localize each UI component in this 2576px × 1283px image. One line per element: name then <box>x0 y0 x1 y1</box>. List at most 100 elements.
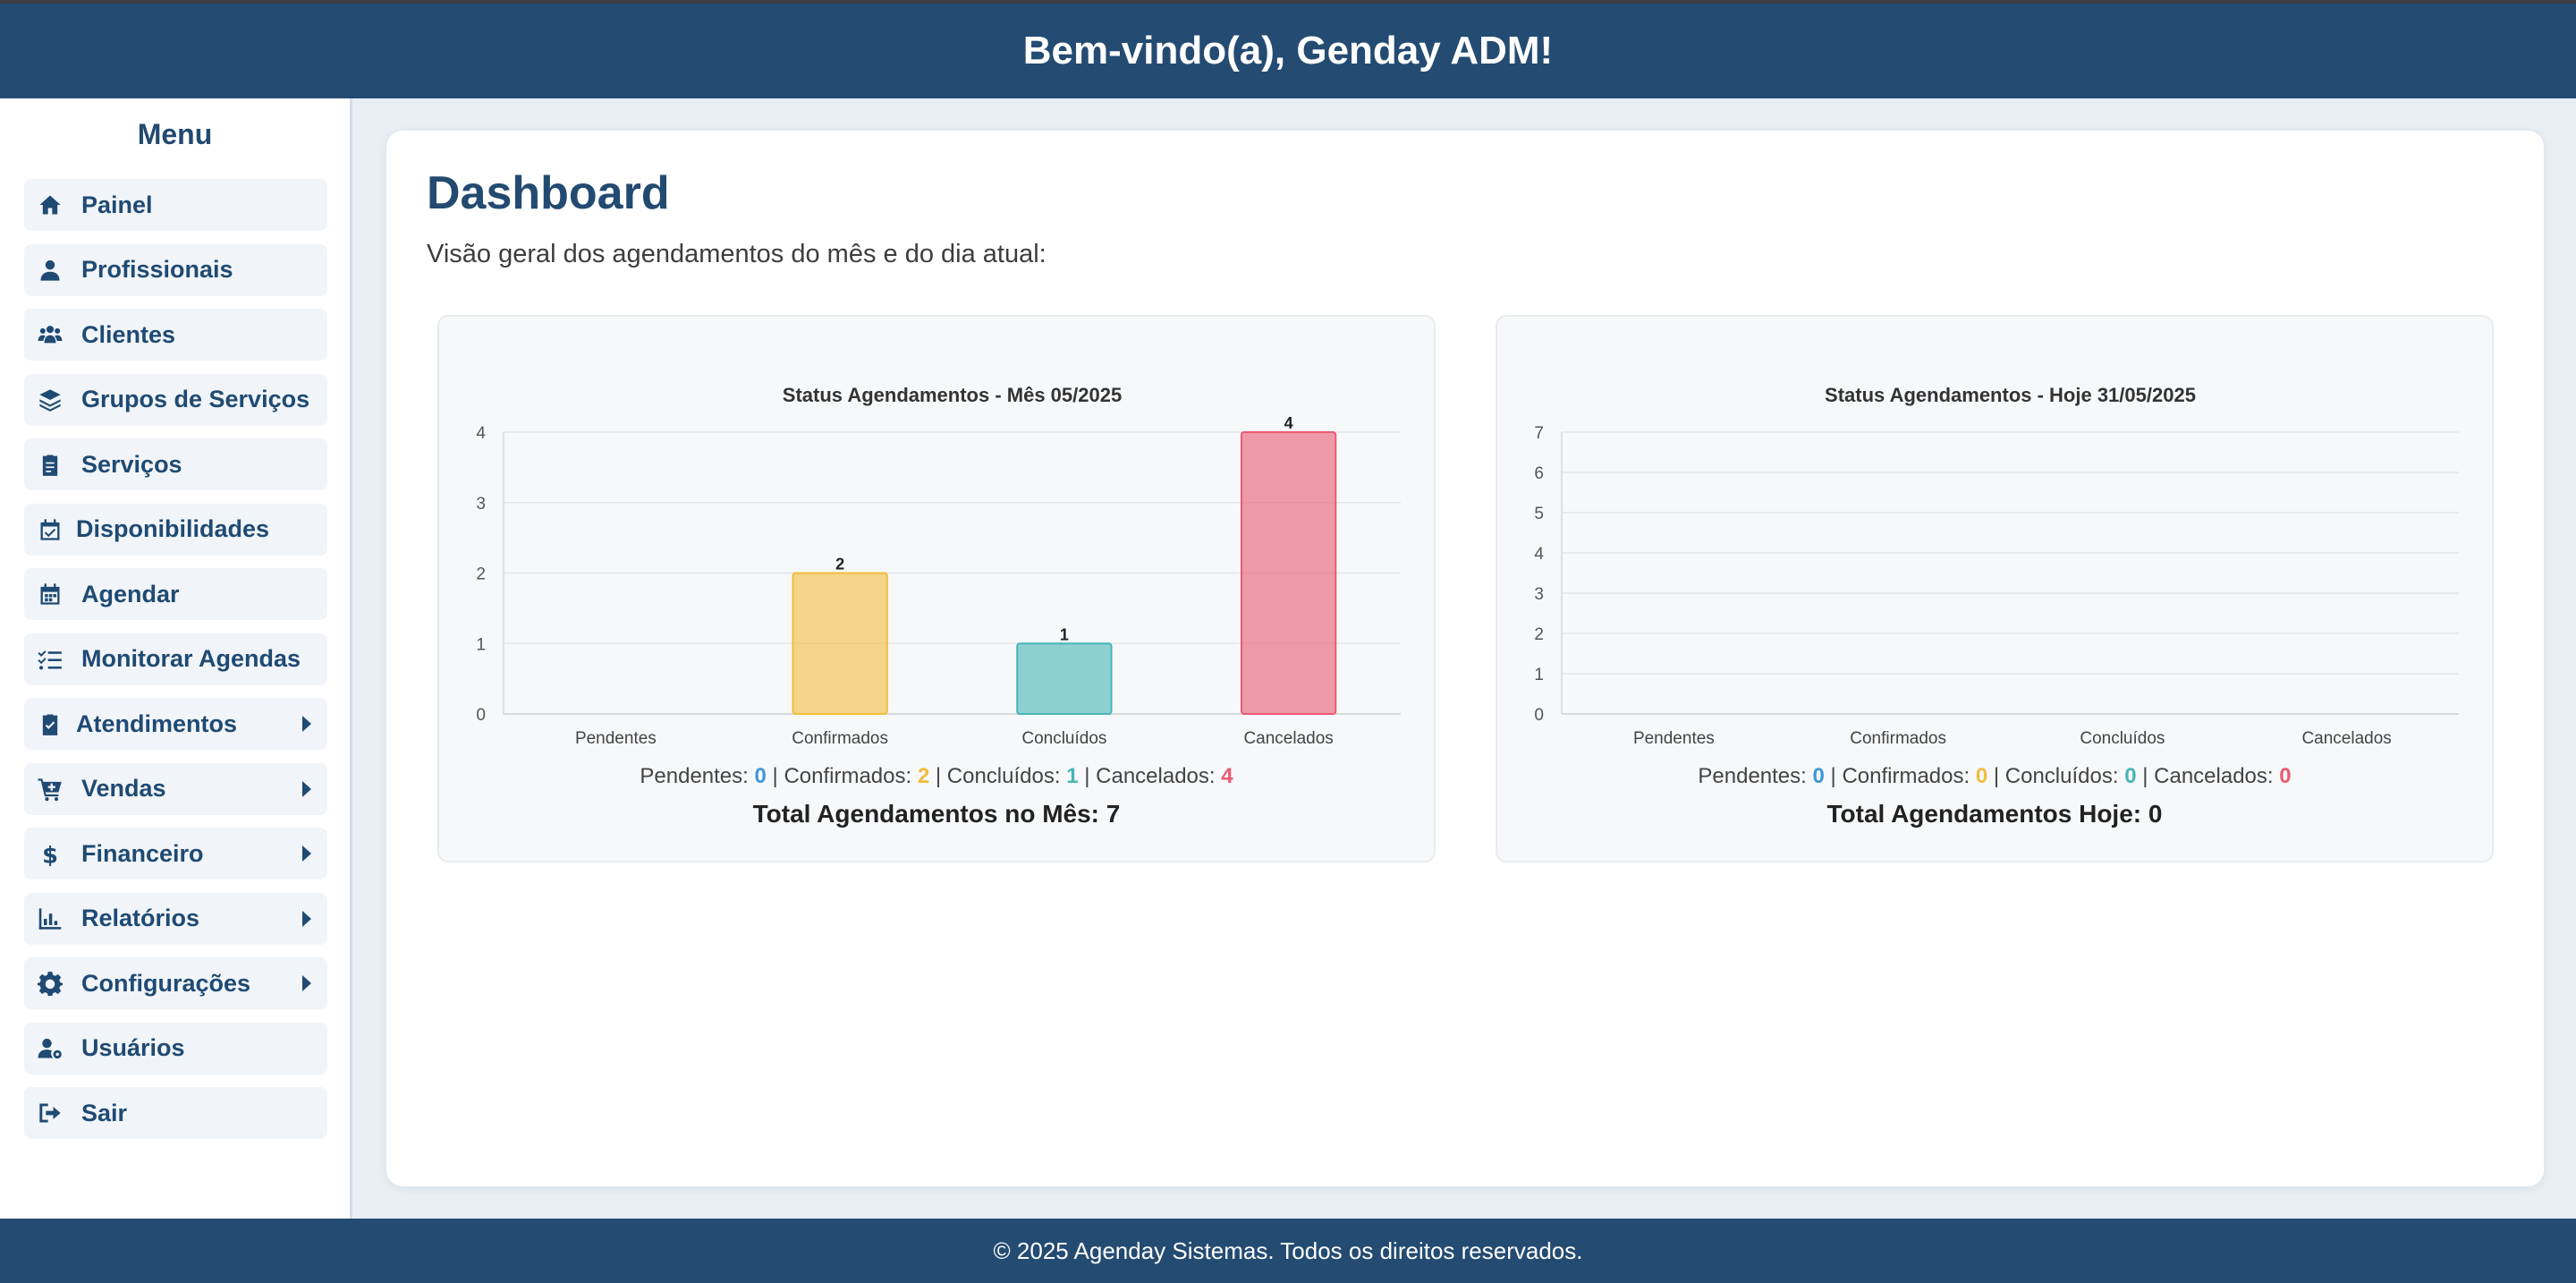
month-total: Total Agendamentos no Mês: 7 <box>752 800 1121 828</box>
y-tick-label: 5 <box>1534 505 1544 523</box>
sidebar-item-label: Agendar <box>81 580 180 608</box>
home-icon <box>37 191 64 218</box>
sidebar-item-usuarios[interactable]: Usuários <box>24 1022 327 1075</box>
caret-right-icon <box>302 780 311 797</box>
sidebar-item-financeiro[interactable]: $ Financeiro <box>24 828 327 879</box>
y-tick-label: 0 <box>476 706 486 725</box>
today-status-chart: Status Agendamentos - Hoje 31/05/2025 0 1 2… <box>1534 384 2459 748</box>
summary-concluidos-count: 0 <box>2124 764 2137 788</box>
sidebar-item-atendimentos[interactable]: Atendimentos <box>24 698 327 750</box>
clipboard-check-icon <box>37 710 64 737</box>
copyright-text: © 2025 Agenday Sistemas. Todos os direit… <box>993 1236 1583 1264</box>
chart-title: Status Agendamentos - Hoje 31/05/2025 <box>1825 384 2196 406</box>
caret-right-icon <box>302 975 311 991</box>
sidebar-item-label: Atendimentos <box>76 709 238 737</box>
sidebar-item-configuracoes[interactable]: Configurações <box>24 957 327 1009</box>
sidebar-item-painel[interactable]: Painel <box>24 179 327 231</box>
layers-icon <box>37 387 64 413</box>
sidebar-item-profissionais[interactable]: Profissionais <box>24 243 327 296</box>
sidebar-item-grupos-de-servicos[interactable]: Grupos de Serviços <box>24 373 327 426</box>
sidebar-item-label: Configurações <box>81 969 251 997</box>
y-tick-label: 2 <box>1534 625 1544 644</box>
dollar-icon: $ <box>37 840 64 867</box>
summary-pendentes-label: Pendentes: <box>640 764 749 788</box>
summary-pendentes-count: 0 <box>754 764 767 788</box>
sidebar-menu: Painel Profissionais Clientes Grupos de … <box>24 179 327 1152</box>
caret-right-icon <box>302 716 311 732</box>
summary-concluidos-count: 1 <box>1066 764 1079 788</box>
summary-pendentes-count: 0 <box>1812 764 1825 788</box>
caret-right-icon <box>302 845 311 862</box>
summary-cancelados-label: Cancelados: <box>2154 764 2274 788</box>
page-footer: © 2025 Agenday Sistemas. Todos os direit… <box>0 1219 2576 1283</box>
y-tick-label: 0 <box>1534 706 1544 725</box>
sidebar-title: Menu <box>137 118 213 150</box>
calendar-check-icon <box>37 516 64 543</box>
data-label: 2 <box>835 556 844 574</box>
y-tick-label: 4 <box>1534 545 1544 564</box>
month-status-chart: Status Agendamentos - Mês 05/2025 0 1 2 3 4 Pe… <box>476 384 1401 748</box>
x-tick-label: Cancelados <box>1243 729 1333 748</box>
summary-confirmados-count: 2 <box>917 764 930 788</box>
bar-chart-icon <box>37 905 64 932</box>
summary-concluidos-label: Concluídos: <box>946 764 1061 788</box>
user-tie-icon <box>37 257 64 284</box>
sidebar-item-sair[interactable]: Sair <box>24 1087 327 1139</box>
welcome-title: Bem-vindo(a), Genday ADM! <box>1022 29 1554 72</box>
main-content: Dashboard Visão geral dos agendamentos d… <box>386 131 2544 1186</box>
caret-right-icon <box>302 910 311 927</box>
sidebar-item-disponibilidades[interactable]: Disponibilidades <box>24 503 327 556</box>
x-tick-label: Confirmados <box>792 729 888 748</box>
bar-confirmados <box>792 572 888 715</box>
page-title: Dashboard <box>427 167 670 219</box>
summary-confirmados-label: Confirmados: <box>1842 764 1970 788</box>
y-tick-label: 3 <box>1534 585 1544 604</box>
sidebar-item-servicos[interactable]: Serviços <box>24 438 327 490</box>
x-tick-label: Pendentes <box>1633 729 1715 748</box>
sidebar-item-label: Painel <box>81 191 153 218</box>
y-tick-label: 4 <box>476 424 486 443</box>
summary-cancelados-label: Cancelados: <box>1096 764 1216 788</box>
sidebar-item-vendas[interactable]: Vendas <box>24 762 327 815</box>
users-icon <box>37 321 64 348</box>
calendar-icon <box>37 581 64 608</box>
summary-pendentes-label: Pendentes: <box>1698 764 1807 788</box>
today-total: Total Agendamentos Hoje: 0 <box>1826 800 2163 828</box>
sidebar-item-clientes[interactable]: Clientes <box>24 309 327 361</box>
month-summary: Pendentes: 0 | Confirmados: 2 | Concluíd… <box>640 764 1233 788</box>
list-check-icon <box>37 646 64 673</box>
x-tick-label: Confirmados <box>1850 729 1946 748</box>
sidebar-item-label: Usuários <box>81 1034 185 1061</box>
sidebar-item-label: Sair <box>81 1099 128 1126</box>
sidebar-item-label: Grupos de Serviços <box>81 386 310 412</box>
y-tick-label: 7 <box>1534 424 1544 443</box>
y-tick-label: 1 <box>476 635 486 654</box>
summary-confirmados-count: 0 <box>1975 764 1988 788</box>
sidebar-item-label: Clientes <box>81 320 176 348</box>
today-summary: Pendentes: 0 | Confirmados: 0 | Concluíd… <box>1698 764 2292 788</box>
page-subtitle: Visão geral dos agendamentos do mês e do… <box>427 240 1046 268</box>
sidebar-item-label: Monitorar Agendas <box>81 645 301 672</box>
y-tick-label: 1 <box>1534 666 1544 684</box>
y-tick-label: 2 <box>476 565 486 584</box>
sidebar-item-label: Serviços <box>81 450 182 478</box>
today-chart-card: Status Agendamentos - Hoje 31/05/2025 0 1 2… <box>1496 315 2494 862</box>
svg-text:$: $ <box>42 843 58 867</box>
bar-concluídos <box>1016 642 1113 715</box>
sidebar-item-relatorios[interactable]: Relatórios <box>24 892 327 945</box>
sidebar-item-label: Relatórios <box>81 905 200 931</box>
user-gear-icon <box>37 1035 64 1062</box>
sidebar-item-label: Profissionais <box>81 256 233 283</box>
x-tick-label: Concluídos <box>1021 729 1106 748</box>
chart-title: Status Agendamentos - Mês 05/2025 <box>783 384 1122 406</box>
sidebar-item-label: Disponibilidades <box>76 515 270 542</box>
x-tick-label: Concluídos <box>2080 729 2165 748</box>
data-label: 4 <box>1284 414 1293 432</box>
logout-icon <box>37 1100 64 1126</box>
cart-icon <box>37 776 64 803</box>
x-tick-label: Cancelados <box>2301 729 2391 748</box>
gear-icon <box>37 970 64 997</box>
y-tick-label: 3 <box>476 495 486 514</box>
sidebar-item-agendar[interactable]: Agendar <box>24 568 327 620</box>
sidebar-item-monitorar-agendas[interactable]: Monitorar Agendas <box>24 633 327 685</box>
